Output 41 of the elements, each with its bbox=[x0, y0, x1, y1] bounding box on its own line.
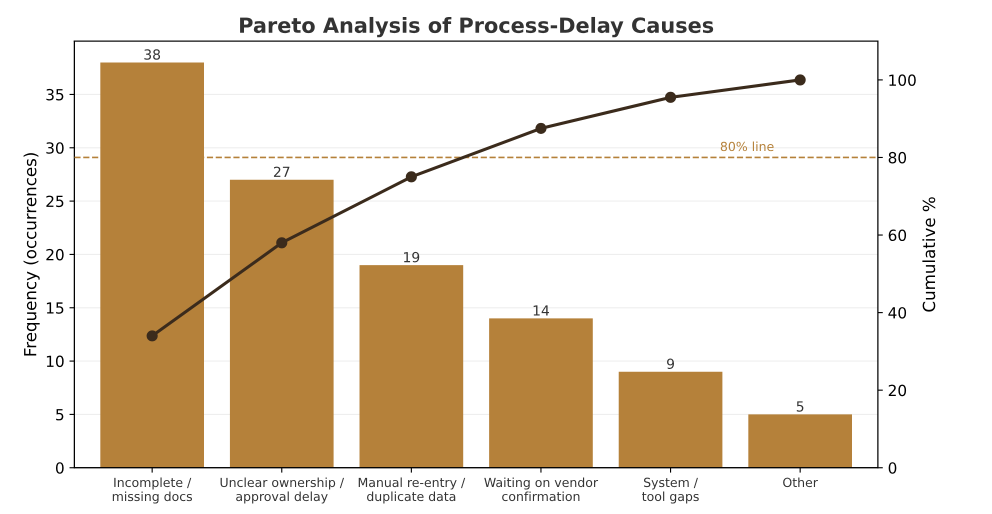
y2-tick-label: 60 bbox=[888, 230, 906, 242]
data-label: 9 bbox=[667, 358, 674, 370]
x-tick-label: Unclear ownership / approval delay bbox=[220, 477, 344, 504]
point bbox=[146, 330, 158, 342]
data-label: 38 bbox=[144, 49, 160, 60]
y-axis-title: Frequency (occurrences) bbox=[24, 153, 40, 356]
y-tick-label: 35 bbox=[46, 88, 64, 100]
point bbox=[794, 74, 806, 86]
y2-axis-title: Cumulative % bbox=[922, 197, 936, 312]
bar bbox=[360, 265, 464, 468]
data-label: 27 bbox=[274, 166, 290, 177]
bar bbox=[230, 180, 334, 468]
point bbox=[276, 237, 288, 248]
x-tick-label: Manual re-entry / duplicate data bbox=[358, 477, 466, 504]
bar bbox=[618, 372, 722, 468]
y-tick-label: 15 bbox=[46, 302, 64, 314]
y-tick-label: 20 bbox=[46, 248, 64, 260]
y2-tick-label: 40 bbox=[888, 307, 906, 319]
y-tick-label: 30 bbox=[46, 142, 64, 154]
bar bbox=[748, 414, 852, 468]
y-tick-label: 0 bbox=[56, 462, 64, 474]
bar bbox=[489, 318, 593, 468]
point bbox=[665, 92, 676, 103]
chart-title: Pareto Analysis of Process-Delay Causes bbox=[240, 16, 714, 38]
y-tick-label: 25 bbox=[46, 196, 64, 208]
x-tick-label: Waiting on vendor confirmation bbox=[484, 477, 598, 502]
data-label: 19 bbox=[404, 252, 420, 262]
y2-tick-label: 80 bbox=[888, 152, 906, 164]
x-tick-label: System / tool gaps bbox=[642, 478, 699, 504]
point bbox=[535, 122, 547, 134]
point bbox=[406, 171, 417, 182]
y2-tick-label: 100 bbox=[889, 74, 916, 86]
x-tick-label: Incomplete / missing docs bbox=[112, 477, 192, 504]
ref-line-label: 80% line bbox=[720, 141, 774, 152]
x-tick-label: Other bbox=[783, 477, 818, 488]
data-label: 14 bbox=[534, 305, 550, 316]
data-label: 5 bbox=[796, 401, 804, 412]
y2-tick-label: 20 bbox=[888, 384, 906, 396]
y-tick-label: 5 bbox=[56, 409, 64, 420]
y-tick-label: 10 bbox=[46, 356, 64, 368]
y2-tick-label: 0 bbox=[888, 462, 896, 474]
